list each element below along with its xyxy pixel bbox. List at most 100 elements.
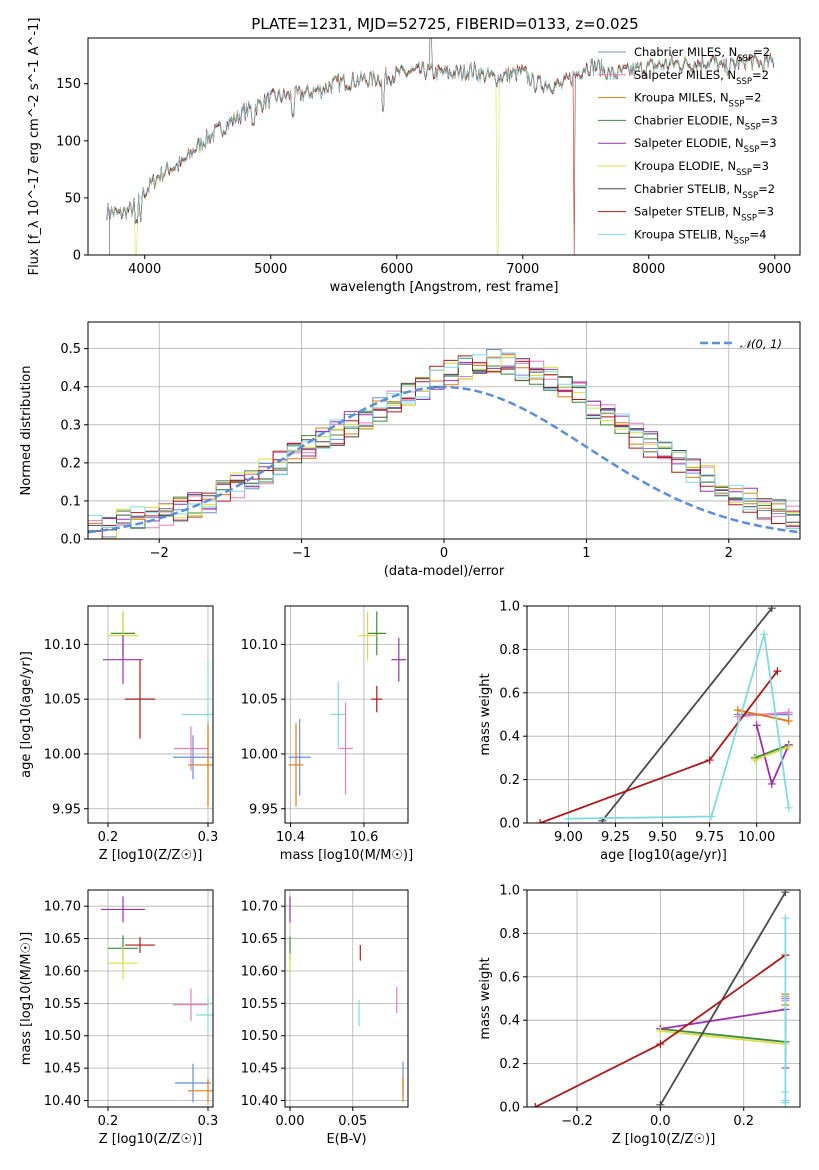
x-tick-label: 9.50 bbox=[648, 830, 677, 845]
errorbar-kroupa-miles bbox=[188, 1079, 213, 1103]
x-tick-label: 0.05 bbox=[338, 1114, 367, 1129]
x-tick-label: 0.2 bbox=[733, 1114, 754, 1129]
weight-marker-salpeter-stelib bbox=[705, 756, 714, 765]
errorbar-kroupa-elodie bbox=[108, 947, 138, 980]
weight-line-kroupa-elodie bbox=[660, 1030, 786, 1045]
weight-marker-kroupa-stelib bbox=[707, 812, 716, 821]
errorbar-salpeter-stelib bbox=[125, 937, 155, 953]
weight-line-chabrier-stelib bbox=[601, 607, 773, 822]
plot-area bbox=[285, 606, 408, 823]
plot-area bbox=[285, 890, 408, 1107]
y-tick-label: 10.65 bbox=[44, 932, 81, 947]
plot-area bbox=[106, 38, 775, 255]
x-tick-label: 0.3 bbox=[198, 830, 219, 845]
y-tick-label: 0.4 bbox=[499, 730, 520, 745]
x-axis-label: mass [log10(M/M☉)] bbox=[280, 848, 413, 863]
errorbar-salpeter-elodie bbox=[103, 635, 143, 684]
weight-marker-kroupa-stelib bbox=[784, 803, 793, 812]
y-tick-label: 0.4 bbox=[60, 380, 81, 395]
x-tick-label: 7000 bbox=[506, 262, 539, 277]
y-tick-label: 0.6 bbox=[499, 970, 520, 985]
errorbar-chabrier-miles bbox=[175, 1063, 211, 1103]
x-tick-label: 0.00 bbox=[276, 1114, 305, 1129]
y-tick-label: 10.00 bbox=[241, 747, 278, 762]
spectrum-line-salpeter-stelib bbox=[106, 51, 775, 255]
plot-area bbox=[527, 606, 800, 823]
axes-frame bbox=[284, 889, 409, 1108]
weight-marker-salpeter-elodie bbox=[767, 779, 776, 788]
y-tick-label: 10.40 bbox=[241, 1094, 278, 1109]
y-axis-label: mass weight bbox=[478, 957, 493, 1039]
weight-marker-kroupa-elodie bbox=[656, 1027, 665, 1036]
axes-frame bbox=[87, 37, 801, 256]
y-tick-label: 50 bbox=[64, 191, 81, 206]
y-tick-label: 10.40 bbox=[44, 1094, 81, 1109]
y-tick-label: 0.2 bbox=[499, 1057, 520, 1072]
y-tick-label: 1.0 bbox=[499, 884, 520, 899]
x-tick-label: 0.0 bbox=[650, 1114, 671, 1129]
x-tick-label: 9.25 bbox=[601, 830, 630, 845]
y-tick-label: 10.55 bbox=[44, 997, 81, 1012]
y-tick-label: 10.45 bbox=[44, 1062, 81, 1077]
spectrum-line-kroupa-stelib bbox=[106, 54, 775, 225]
y-tick-label: 10.60 bbox=[241, 964, 278, 979]
weight-line-salpeter-miles bbox=[737, 711, 789, 718]
y-tick-label: 150 bbox=[56, 77, 81, 92]
weight-marker-kroupa-stelib bbox=[564, 814, 573, 823]
x-tick-label: 0.3 bbox=[198, 1114, 219, 1129]
figure-title: PLATE=1231, MJD=52725, FIBERID=0133, z=0… bbox=[251, 15, 638, 33]
chart-age-vs-mass: 10.4 10.6 9.95 10.00 10.05 10.10 mass [log10(M… bbox=[241, 605, 413, 863]
chart-residual-histogram: −2 −1 0 1 2 0.0 0.1 0.2 0.3 0.4 0.5 (data-model)/er… bbox=[19, 321, 801, 579]
x-axis-label: age [log10(age/yr)] bbox=[600, 848, 727, 863]
errorbar-salpeter-miles bbox=[173, 988, 209, 1021]
plot-area bbox=[527, 890, 800, 1107]
x-axis-label: (data-model)/error bbox=[384, 564, 505, 579]
y-axis-label: Flux [f_λ 10^-17 erg cm^-2 s^-1 A^-1] bbox=[27, 18, 42, 276]
chart-mass-weight-vs-age: 9.00 9.25 9.50 9.75 10.00 0.0 0.2 0.4 0.6 0.8 1.0 a… bbox=[478, 600, 801, 863]
errorbar-salpeter-elodie bbox=[101, 896, 145, 923]
x-tick-label: 0.2 bbox=[98, 1114, 119, 1129]
x-tick-label: 6000 bbox=[380, 262, 413, 277]
chart-mass-weight-vs-Z: −0.2 0.0 0.2 0.0 0.2 0.4 0.6 0.8 1.0 Z [log10(Z/Z… bbox=[478, 884, 801, 1147]
y-tick-label: 1.0 bbox=[499, 600, 520, 615]
x-tick-label: 1 bbox=[582, 546, 590, 561]
weight-marker-kroupa-miles bbox=[733, 706, 742, 715]
x-axis-label: Z [log10(Z/Z☉)] bbox=[99, 1132, 203, 1147]
y-tick-label: 0.8 bbox=[499, 927, 520, 942]
weight-marker-salpeter-stelib bbox=[656, 1040, 665, 1049]
weight-marker-kroupa-stelib bbox=[760, 630, 769, 639]
x-axis-label: E(B-V) bbox=[326, 1132, 366, 1147]
weight-marker-chabrier-stelib bbox=[767, 606, 776, 613]
y-tick-label: 0.6 bbox=[499, 686, 520, 701]
y-tick-label: 10.05 bbox=[44, 693, 81, 708]
y-tick-label: 0 bbox=[73, 249, 81, 264]
weight-marker-kroupa-elodie bbox=[750, 756, 759, 765]
weight-marker-salpeter-stelib bbox=[536, 819, 545, 823]
x-tick-label: 9.00 bbox=[554, 830, 583, 845]
weight-marker-salpeter-stelib bbox=[773, 667, 782, 676]
weight-line-kroupa-elodie bbox=[754, 746, 790, 761]
weight-marker-kroupa-elodie bbox=[784, 743, 793, 752]
errorbar-chabrier-miles bbox=[288, 718, 311, 796]
histogram-kroupa-stelib bbox=[88, 352, 800, 529]
y-tick-label: 0.8 bbox=[499, 643, 520, 658]
y-tick-label: 10.70 bbox=[241, 900, 278, 915]
y-tick-label: 10.05 bbox=[241, 693, 278, 708]
y-tick-label: 10.10 bbox=[241, 638, 278, 653]
normal-curve bbox=[88, 385, 800, 534]
axes-frame bbox=[284, 605, 409, 824]
y-tick-label: 10.50 bbox=[241, 1029, 278, 1044]
y-axis-label: mass [log10(M/M☉)] bbox=[19, 932, 34, 1065]
weight-marker-kroupa-stelib bbox=[781, 1087, 790, 1096]
y-axis-label: Normed distribution bbox=[19, 366, 34, 496]
axes-frame bbox=[87, 605, 214, 824]
axes-frame bbox=[526, 605, 801, 824]
x-tick-label: −1 bbox=[292, 546, 311, 561]
plot-area bbox=[88, 606, 213, 823]
y-tick-label: 10.10 bbox=[44, 638, 81, 653]
weight-marker-salpeter-stelib bbox=[531, 1103, 540, 1107]
chart-age-vs-Z: 0.2 0.3 9.95 10.00 10.05 10.10 Z [log10(Z/Z☉)]… bbox=[19, 605, 219, 863]
y-tick-label: 0.4 bbox=[499, 1014, 520, 1029]
errorbar-salpeter-miles bbox=[174, 726, 208, 771]
